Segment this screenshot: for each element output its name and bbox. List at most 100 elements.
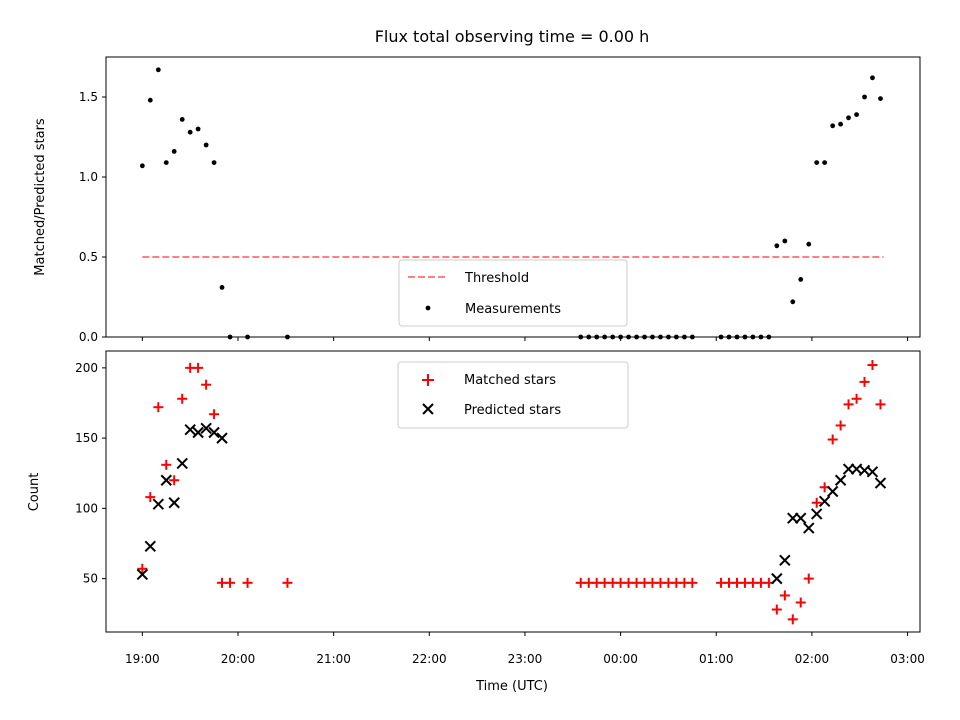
measurement-point bbox=[227, 334, 233, 340]
measurement-point bbox=[806, 241, 812, 247]
ratio-panel: 0.0 0.5 1.0 1.5 Matched/Predicted stars Thr… bbox=[33, 56, 921, 344]
measurement-point bbox=[139, 163, 145, 169]
measurement-point bbox=[586, 334, 592, 340]
measurement-point bbox=[618, 334, 624, 340]
legend-predicted-swatch bbox=[422, 403, 434, 415]
count-y-tick-label: 200 bbox=[75, 361, 98, 375]
predicted-star-point bbox=[795, 512, 807, 524]
predicted-marker-b bbox=[818, 495, 831, 508]
count-y-axis-label: Count bbox=[27, 473, 42, 512]
predicted-star-point bbox=[176, 457, 188, 470]
count-legend-box bbox=[397, 361, 629, 429]
ratio-y-tick-label: 1.0 bbox=[79, 170, 98, 184]
legend-threshold-label: Threshold bbox=[464, 271, 529, 286]
measurement-point bbox=[147, 97, 153, 103]
measurement-point bbox=[285, 334, 290, 340]
predicted-marker-b bbox=[779, 554, 791, 567]
measurement-point bbox=[846, 115, 851, 121]
ratio-legend: Threshold Measurements bbox=[398, 259, 628, 327]
predicted-star-point bbox=[144, 540, 156, 553]
legend-matched-swatch bbox=[422, 374, 434, 386]
matched-star-point bbox=[795, 597, 806, 608]
x-tick-label: 22:00 bbox=[412, 652, 447, 666]
predicted-star-point bbox=[803, 522, 815, 534]
predicted-star-point bbox=[152, 498, 165, 510]
measurement-point bbox=[578, 334, 584, 340]
matched-star-point bbox=[201, 379, 212, 390]
count-plot-area bbox=[136, 360, 887, 625]
measurement-point bbox=[602, 334, 608, 340]
x-tick-label: 01:00 bbox=[699, 652, 734, 666]
predicted-marker-b bbox=[144, 540, 156, 553]
predicted-star-point bbox=[810, 508, 823, 520]
predicted-marker-b bbox=[216, 432, 228, 444]
matched-star-point bbox=[177, 393, 188, 404]
ratio-y-tick-label: 0.5 bbox=[79, 250, 98, 264]
predicted-star-point bbox=[192, 426, 204, 439]
x-axis-label: Time (UTC) bbox=[475, 679, 548, 694]
measurement-point bbox=[673, 334, 679, 340]
predicted-marker-b bbox=[152, 498, 165, 510]
measurement-point bbox=[650, 334, 655, 340]
predicted-star-point bbox=[874, 477, 887, 489]
predicted-star-point bbox=[208, 426, 220, 439]
measurement-point bbox=[878, 96, 883, 101]
count-legend: Matched stars Predicted stars bbox=[397, 361, 629, 429]
matched-star-point bbox=[193, 362, 204, 373]
predicted-star-point bbox=[826, 485, 839, 498]
legend-measurements-label: Measurements bbox=[465, 302, 561, 317]
measurement-point bbox=[790, 299, 796, 305]
matched-star-point bbox=[687, 577, 698, 588]
measurement-point bbox=[642, 334, 647, 340]
ratio-y-tick-label: 0.0 bbox=[79, 330, 98, 344]
measurement-point bbox=[219, 285, 225, 290]
measurement-point bbox=[682, 334, 687, 340]
measurement-point bbox=[155, 67, 161, 73]
ratio-y-tick-label: 1.5 bbox=[79, 90, 98, 104]
x-tick-label: 20:00 bbox=[221, 652, 256, 666]
predicted-marker-b bbox=[200, 422, 212, 434]
predicted-marker-b bbox=[208, 426, 220, 439]
measurement-point bbox=[782, 238, 788, 244]
matched-star-point bbox=[779, 590, 790, 601]
x-tick-label: 23:00 bbox=[508, 652, 543, 666]
matched-star-point bbox=[843, 399, 854, 410]
matched-star-point bbox=[169, 475, 180, 486]
measurement-point bbox=[163, 160, 169, 166]
ratio-plot-area bbox=[139, 67, 884, 340]
x-tick-label: 19:00 bbox=[125, 652, 160, 666]
matched-star-point bbox=[282, 577, 293, 588]
measurement-point bbox=[814, 160, 820, 166]
predicted-star-point bbox=[184, 423, 196, 436]
count-y-tick-label: 100 bbox=[75, 501, 98, 515]
matched-star-point bbox=[161, 459, 172, 470]
measurement-point bbox=[195, 126, 201, 132]
matched-star-point bbox=[787, 614, 798, 625]
matched-star-point bbox=[137, 563, 148, 574]
legend-matched-label: Matched stars bbox=[464, 373, 556, 388]
predicted-marker-b bbox=[874, 477, 887, 489]
measurement-point bbox=[870, 75, 875, 81]
measurement-point bbox=[766, 334, 772, 340]
measurement-point bbox=[689, 334, 695, 340]
legend-predicted-label: Predicted stars bbox=[464, 403, 561, 418]
predicted-star-point bbox=[136, 568, 149, 581]
predicted-marker-b bbox=[834, 474, 847, 486]
measurement-point bbox=[245, 334, 250, 340]
measurement-point bbox=[774, 243, 780, 249]
count-x-ticks: 19:00 20:00 21:00 22:00 23:00 00:00 01:00 02:00… bbox=[125, 632, 925, 666]
matched-star-point bbox=[209, 409, 220, 420]
count-panel: 50 100 150 200 19:00 20:00 21:00 22:00 23:00 00:… bbox=[27, 350, 925, 666]
ratio-panel-frame bbox=[105, 56, 921, 338]
measurement-point bbox=[179, 117, 185, 122]
measurement-point bbox=[171, 149, 177, 154]
measurement-point bbox=[838, 121, 844, 127]
predicted-marker-b bbox=[176, 457, 188, 470]
predicted-marker-b bbox=[168, 497, 180, 509]
matched-star-point bbox=[153, 402, 164, 413]
chart-title: Flux total observing time = 0.00 h bbox=[375, 27, 650, 46]
predicted-marker-b bbox=[192, 426, 204, 439]
measurement-point bbox=[187, 129, 193, 135]
